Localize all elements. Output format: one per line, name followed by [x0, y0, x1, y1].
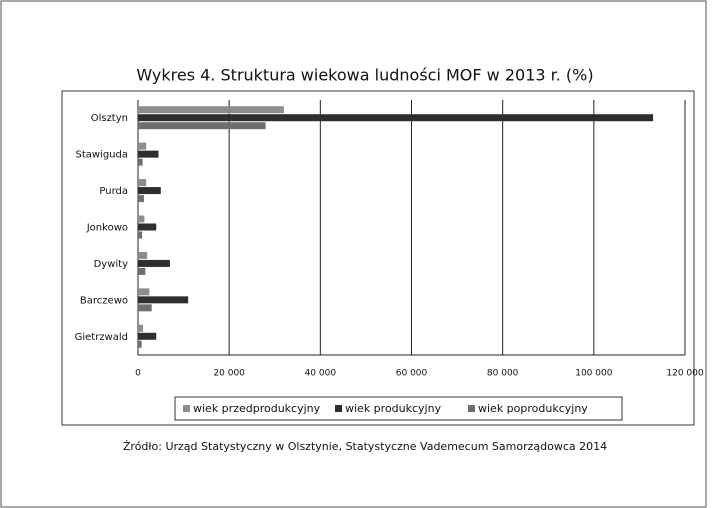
y-tick-label: Stawiguda [75, 150, 128, 161]
y-tick-label: Barczewo [80, 295, 128, 306]
bar [138, 187, 161, 195]
bar [138, 142, 147, 150]
y-tick-label: Gietrzwald [75, 332, 128, 343]
x-tick-label: 80 000 [487, 369, 519, 379]
y-tick-label: Dywity [94, 259, 128, 270]
x-tick-label: 60 000 [396, 369, 428, 379]
bar [138, 195, 144, 203]
y-tick-label: Olsztyn [91, 113, 128, 124]
bar [138, 288, 150, 296]
bar [138, 215, 145, 223]
bar [138, 259, 170, 267]
bar [138, 340, 142, 348]
chart-title: Wykres 4. Struktura wiekowa ludności MOF… [136, 66, 593, 85]
bar [138, 251, 148, 259]
bar [138, 267, 146, 275]
x-tick-label: 0 [135, 369, 141, 379]
chart-frame [61, 90, 695, 426]
source-note: Źródło: Urząd Statystyczny w Olsztynie, … [123, 440, 607, 453]
bar [138, 122, 266, 130]
x-tick-label: 100 000 [575, 369, 612, 379]
legend-swatch [335, 405, 342, 412]
bar [138, 324, 144, 332]
bar [138, 231, 143, 239]
bar [138, 150, 159, 158]
y-tick-label: Purda [99, 186, 128, 197]
legend-swatch [183, 405, 190, 412]
bar [138, 114, 654, 122]
y-tick-label: Jonkowo [86, 223, 128, 234]
bar [138, 332, 157, 340]
legend-swatch [468, 405, 475, 412]
page-frame [0, 0, 707, 508]
x-tick-label: 40 000 [305, 369, 337, 379]
legend-label: wiek produkcyjny [345, 402, 442, 415]
bar [138, 223, 157, 231]
legend-label: wiek poprodukcyjny [478, 402, 588, 415]
legend-label: wiek przedprodukcyjny [193, 402, 321, 415]
bar [138, 179, 147, 187]
bar [138, 158, 143, 166]
bar [138, 304, 152, 312]
bar [138, 106, 284, 114]
legend-frame [174, 396, 623, 421]
x-tick-label: 120 000 [666, 369, 703, 379]
bar [138, 296, 189, 304]
x-tick-label: 20 000 [213, 369, 245, 379]
